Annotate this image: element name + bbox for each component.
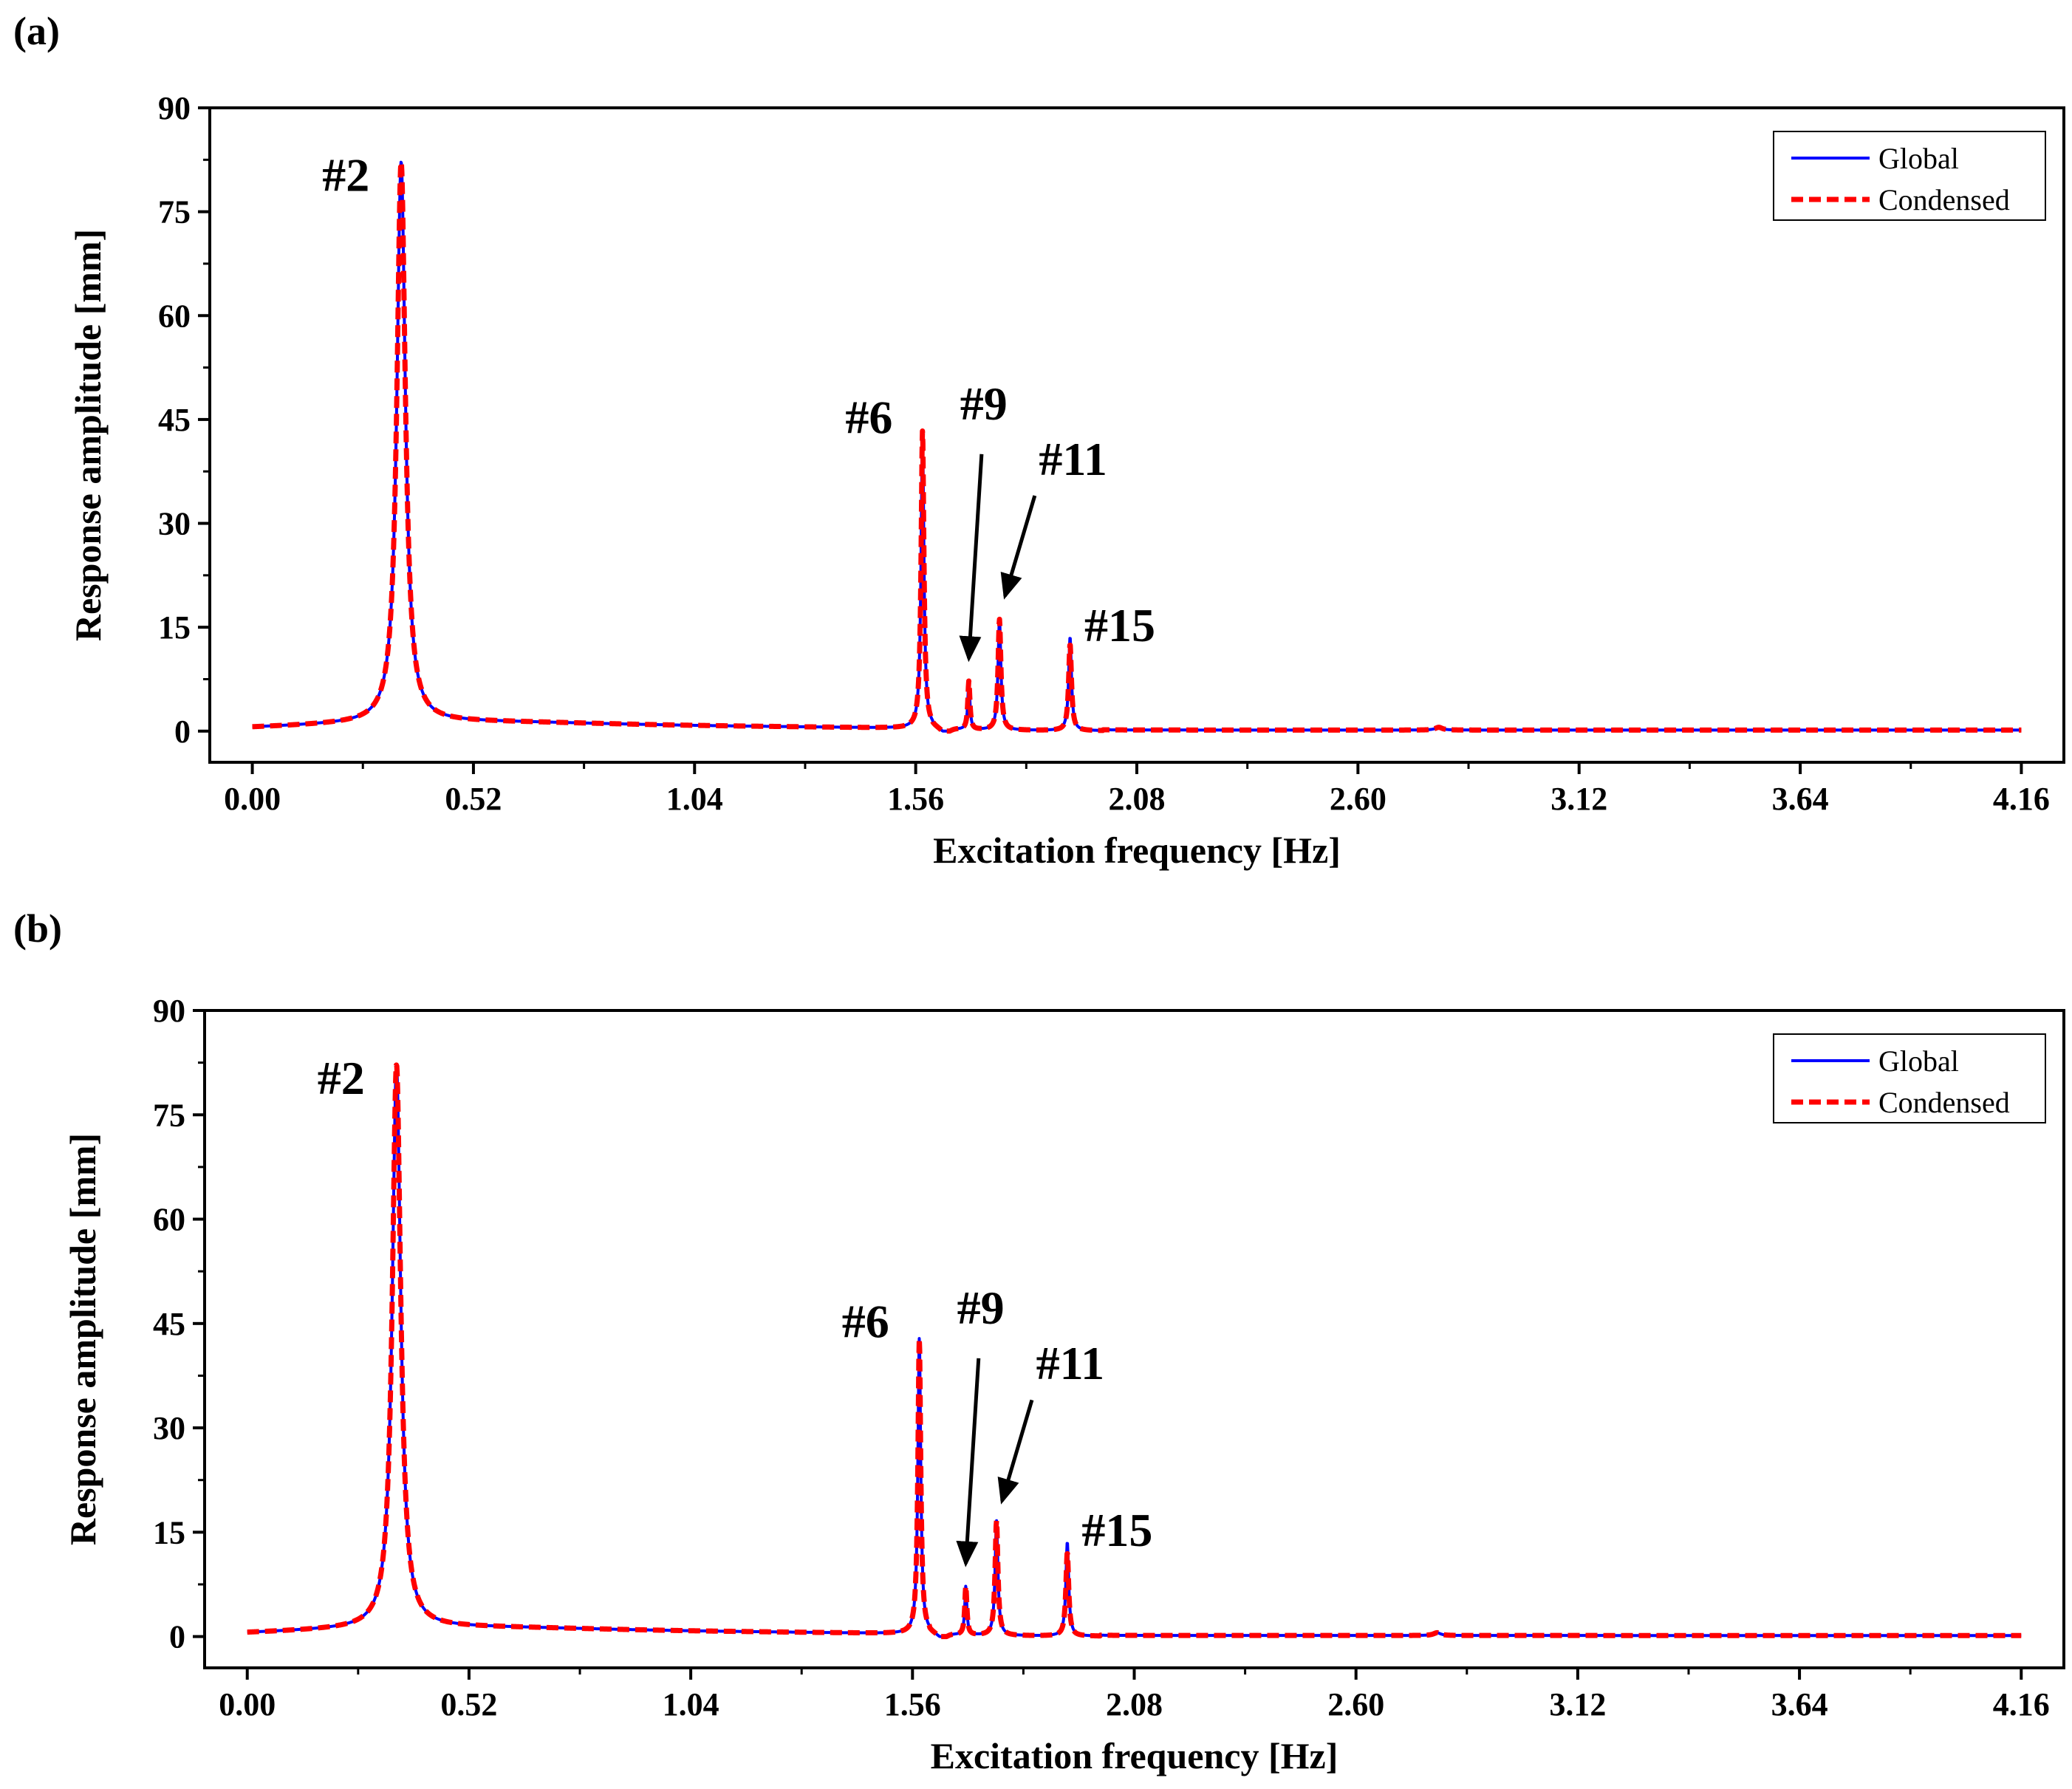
peak-arrow xyxy=(956,1358,981,1567)
legend-box xyxy=(1773,131,2046,221)
x-tick-label: 1.04 xyxy=(663,1686,719,1723)
x-tick-label: 0.52 xyxy=(440,1686,497,1723)
panel-label: (a) xyxy=(13,9,60,53)
peak-label: #9 xyxy=(960,377,1008,430)
chart-panel-a: (a) 0.00 0.52 1.04 1.56 2.08 2.60 3.12 3.64 4.16 0… xyxy=(13,9,2065,871)
y-axis-title: Response amplitude [mm] xyxy=(62,1133,103,1545)
x-tick-label: 2.60 xyxy=(1330,781,1387,817)
x-tick-label: 4.16 xyxy=(1993,1686,2050,1723)
peak-label: #11 xyxy=(1036,1337,1104,1389)
y-axis-title: Response amplitude [mm] xyxy=(67,229,109,641)
legend-label-global: Global xyxy=(1878,1044,1959,1078)
series-line-condensed xyxy=(245,1062,2024,1640)
y-tick-label: 60 xyxy=(153,1202,185,1238)
x-tick-label: 0.52 xyxy=(445,781,502,817)
x-tick-label: 3.12 xyxy=(1550,781,1607,817)
y-tick-label: 30 xyxy=(158,506,191,542)
legend-label-condensed: Condensed xyxy=(1878,183,2010,216)
y-tick-label: 45 xyxy=(153,1306,185,1342)
peak-label: #2 xyxy=(318,1052,365,1104)
peak-label: #11 xyxy=(1039,433,1107,485)
x-tick-label: 3.64 xyxy=(1772,781,1829,817)
x-tick-label: 0.00 xyxy=(219,1686,276,1723)
x-tick-label: 2.60 xyxy=(1327,1686,1384,1723)
y-tick-label: 0 xyxy=(174,714,191,750)
x-tick-label: 4.16 xyxy=(1993,781,2050,817)
peak-label: #2 xyxy=(322,149,369,202)
y-tick-label: 90 xyxy=(153,993,185,1029)
y-tick-label: 0 xyxy=(169,1619,185,1655)
y-tick-label: 45 xyxy=(158,402,191,438)
peak-label: #15 xyxy=(1081,1504,1152,1556)
legend: Global Condensed xyxy=(1773,131,2046,221)
chart-panel-b: (b) 0.00 0.52 1.04 1.56 2.08 2.60 3.12 3.64 4.16 0… xyxy=(13,906,2065,1776)
y-tick-label: 30 xyxy=(153,1410,185,1446)
y-tick-label: 15 xyxy=(158,609,191,646)
legend-label-global: Global xyxy=(1878,142,1959,175)
legend-label-condensed: Condensed xyxy=(1878,1086,2010,1119)
x-tick-label: 3.64 xyxy=(1771,1686,1828,1723)
peak-label: #6 xyxy=(845,391,892,444)
peak-label: #9 xyxy=(957,1282,1005,1334)
x-tick-label: 1.56 xyxy=(884,1686,941,1723)
peak-arrow xyxy=(959,454,984,663)
series-line-condensed xyxy=(250,160,2024,734)
x-tick-label: 3.12 xyxy=(1549,1686,1606,1723)
x-tick-label: 2.08 xyxy=(1106,1686,1163,1723)
peak-label: #15 xyxy=(1084,599,1155,651)
peak-arrow xyxy=(997,1399,1034,1505)
x-tick-label: 0.00 xyxy=(224,781,281,817)
y-tick-label: 15 xyxy=(153,1514,185,1550)
y-tick-label: 75 xyxy=(153,1097,185,1133)
x-tick-label: 1.04 xyxy=(666,781,723,817)
legend-box xyxy=(1773,1033,2046,1123)
legend: Global Condensed xyxy=(1773,1033,2046,1123)
y-tick-label: 90 xyxy=(158,90,191,126)
x-axis-title: Excitation frequency [Hz] xyxy=(933,829,1341,871)
y-tick-label: 75 xyxy=(158,194,191,230)
x-tick-label: 2.08 xyxy=(1109,781,1166,817)
peak-label: #6 xyxy=(842,1296,889,1348)
x-axis-title: Excitation frequency [Hz] xyxy=(931,1735,1338,1776)
panel-label: (b) xyxy=(13,906,62,951)
y-tick-label: 60 xyxy=(158,298,191,334)
peak-arrow xyxy=(1000,495,1037,600)
x-tick-label: 1.56 xyxy=(887,781,944,817)
